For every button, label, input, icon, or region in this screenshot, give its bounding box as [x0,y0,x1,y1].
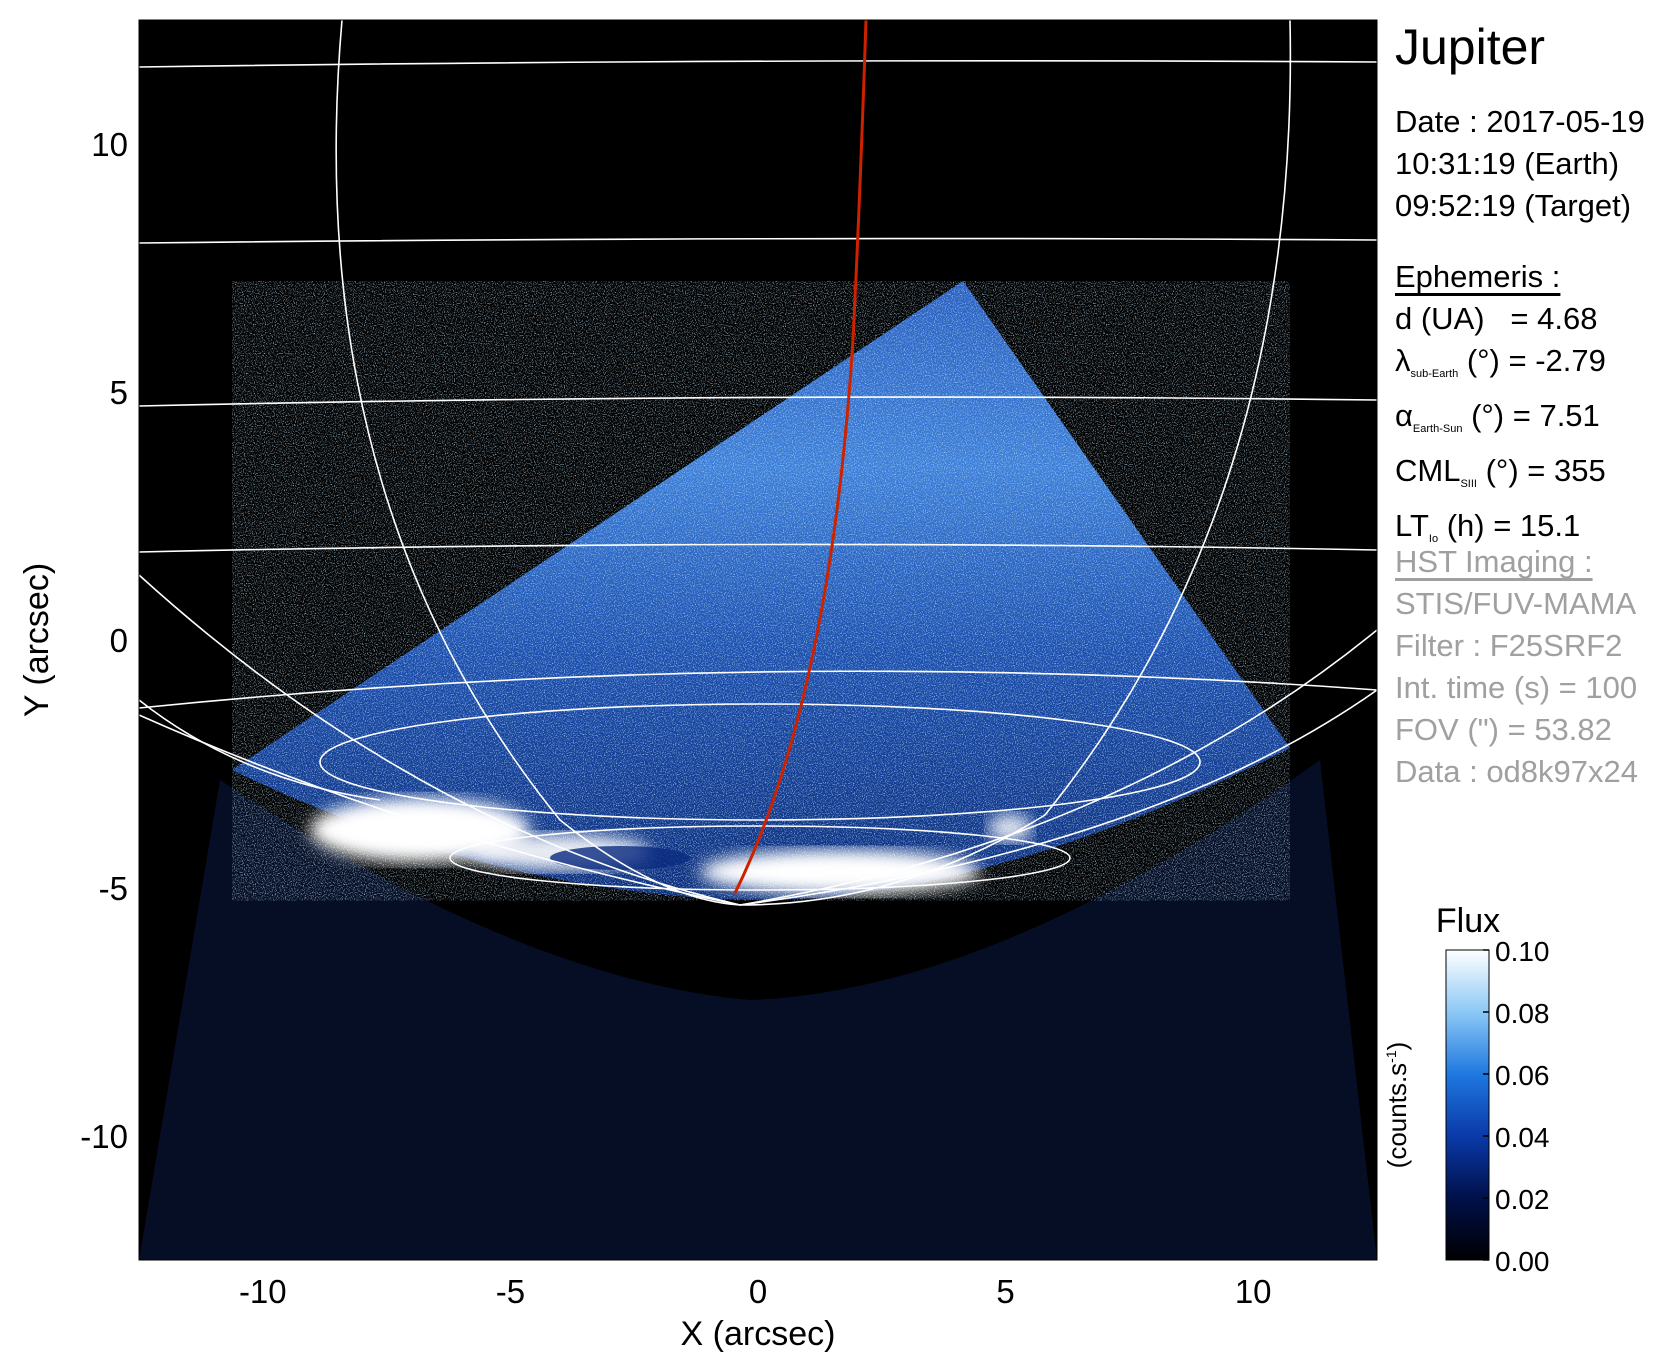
colorbar-tick-label: 0.00 [1495,1246,1550,1277]
y-tick-label: 0 [110,622,128,659]
y-tick-label: 5 [110,374,128,411]
imaging-block: HST Imaging : STIS/FUV-MAMA Filter : F25… [1395,541,1638,793]
local-time-symbol: LT [1395,508,1429,543]
y-tick-labels: -10 -5 0 5 10 [80,126,128,1155]
cml-value: (°) = 355 [1485,453,1606,488]
local-time-line: LTIo (h) = 15.1 [1395,505,1606,560]
x-tick-label: 0 [749,1273,767,1310]
x-tick-label: 5 [996,1273,1014,1310]
disk-glow [139,760,1377,1260]
aurora-inner [550,846,690,870]
earth-time-line: 10:31:19 (Earth) [1395,146,1620,181]
cml-line: CMLSIII (°) = 355 [1395,450,1606,505]
y-tick-label: -10 [80,1118,128,1155]
colorbar-tick-label: 0.08 [1495,998,1550,1029]
x-axis-label: X (arcsec) [681,1315,836,1353]
latitude-symbol: λ [1395,343,1411,378]
colorbar-tick-label: 0.02 [1495,1184,1550,1215]
x-tick-label: -5 [496,1273,525,1310]
y-axis-label: Y (arcsec) [18,563,56,717]
colorbar-ticks: 0.00 0.02 0.04 0.06 0.08 0.10 [1483,936,1550,1277]
colorbar-unit-close: ) [1382,1042,1412,1051]
aurora-dawn [700,850,980,894]
colorbar-tick-label: 0.10 [1495,936,1550,967]
fov-line: FOV (") = 53.82 [1395,712,1612,747]
distance-label: d (UA) [1395,301,1485,336]
latitude-value: (°) = -2.79 [1466,343,1606,378]
y-tick-label: -5 [99,870,128,907]
y-tick-label: 10 [91,126,128,163]
filter-line: Filter : F25SRF2 [1395,628,1623,663]
latitude-line: λsub-Earth (°) = -2.79 [1395,340,1606,395]
cml-symbol: CML [1395,453,1461,488]
instrument-line: STIS/FUV-MAMA [1395,586,1637,621]
local-time-value: (h) = 15.1 [1446,508,1581,543]
phase-value: (°) = 7.51 [1471,398,1600,433]
ephemeris-block: Ephemeris : d (UA) = 4.68 λsub-Earth (°)… [1395,256,1606,560]
target-title: Jupiter [1395,19,1546,75]
colorbar-unit-label: (counts.s-1) [1382,1042,1412,1169]
phase-line: αEarth-Sun (°) = 7.51 [1395,395,1606,450]
ephemeris-title: Ephemeris : [1395,259,1561,294]
colorbar-tick-label: 0.06 [1495,1060,1550,1091]
colorbar-title: Flux [1436,902,1500,940]
planet-grid [139,20,1377,906]
date-line: Date : 2017-05-19 [1395,104,1645,139]
dataset-line: Data : od8k97x24 [1395,754,1639,789]
colorbar [1445,949,1490,1261]
distance-value: = 4.68 [1510,301,1598,336]
cml-sub: SIII [1460,478,1477,490]
integration-time-line: Int. time (s) = 100 [1395,670,1638,705]
distance-line: d (UA) = 4.68 [1395,298,1606,340]
imaging-title: HST Imaging : [1395,544,1593,579]
latitude-sub: sub-Earth [1410,368,1459,380]
aurora-spot [988,814,1032,842]
x-tick-label: 10 [1235,1273,1272,1310]
phase-sub: Earth-Sun [1412,423,1463,435]
phase-symbol: α [1395,398,1413,433]
date-block: Date : 2017-05-19 10:31:19 (Earth) 09:52… [1395,101,1645,227]
target-time-line: 09:52:19 (Target) [1395,188,1632,223]
colorbar-unit-text: (counts.s [1382,1063,1412,1169]
colorbar-tick-label: 0.04 [1495,1122,1550,1153]
plot-frame [138,19,1378,1261]
observation-wedge-noise [232,281,1290,901]
local-time-sub: Io [1428,533,1439,545]
x-tick-label: -10 [239,1273,287,1310]
footprint-curve [733,20,868,894]
x-tick-labels: -10 -5 0 5 10 [239,1273,1272,1310]
colorbar-unit-exp: -1 [1383,1050,1399,1063]
